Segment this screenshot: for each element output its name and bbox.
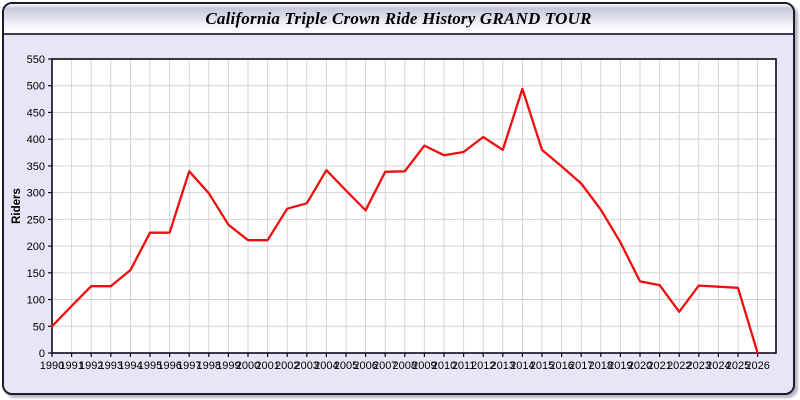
svg-text:250: 250 bbox=[27, 214, 45, 226]
svg-text:2020: 2020 bbox=[628, 360, 652, 372]
svg-text:550: 550 bbox=[27, 54, 45, 66]
svg-text:2007: 2007 bbox=[373, 360, 397, 372]
svg-text:1991: 1991 bbox=[59, 360, 83, 372]
svg-text:2025: 2025 bbox=[726, 360, 750, 372]
svg-text:1994: 1994 bbox=[118, 360, 142, 372]
svg-text:1990: 1990 bbox=[40, 360, 64, 372]
svg-text:2009: 2009 bbox=[412, 360, 436, 372]
svg-text:2011: 2011 bbox=[452, 360, 476, 372]
svg-text:2015: 2015 bbox=[530, 360, 554, 372]
svg-text:200: 200 bbox=[27, 241, 45, 253]
riders-series-line bbox=[50, 87, 759, 355]
svg-text:500: 500 bbox=[27, 81, 45, 93]
svg-text:2003: 2003 bbox=[295, 360, 319, 372]
svg-text:150: 150 bbox=[27, 268, 45, 280]
svg-text:2023: 2023 bbox=[687, 360, 711, 372]
svg-text:1992: 1992 bbox=[79, 360, 103, 372]
x-axis-labels: 1990199119921993199419951996199719981999… bbox=[40, 360, 770, 372]
svg-text:100: 100 bbox=[27, 295, 45, 307]
y-axis-title: Riders bbox=[11, 188, 23, 224]
svg-text:2012: 2012 bbox=[471, 360, 495, 372]
svg-text:2001: 2001 bbox=[255, 360, 279, 372]
plot-frame bbox=[51, 58, 777, 354]
svg-text:2005: 2005 bbox=[334, 360, 358, 372]
svg-text:400: 400 bbox=[27, 134, 45, 146]
svg-text:2017: 2017 bbox=[569, 360, 593, 372]
svg-text:1997: 1997 bbox=[177, 360, 201, 372]
chart-title: California Triple Crown Ride History GRA… bbox=[205, 8, 592, 28]
svg-text:1998: 1998 bbox=[197, 360, 221, 372]
title-bar: California Triple Crown Ride History GRA… bbox=[4, 4, 793, 35]
svg-text:1993: 1993 bbox=[99, 360, 123, 372]
svg-text:2016: 2016 bbox=[549, 360, 573, 372]
svg-text:0: 0 bbox=[39, 348, 45, 360]
svg-text:2000: 2000 bbox=[236, 360, 260, 372]
svg-text:2022: 2022 bbox=[667, 360, 691, 372]
svg-text:300: 300 bbox=[27, 188, 45, 200]
svg-text:2026: 2026 bbox=[745, 360, 769, 372]
plot-background bbox=[52, 59, 776, 353]
svg-text:450: 450 bbox=[27, 107, 45, 119]
svg-text:2013: 2013 bbox=[491, 360, 515, 372]
gridlines bbox=[52, 59, 776, 353]
svg-text:1996: 1996 bbox=[157, 360, 181, 372]
y-axis-labels: 0 50 100 150 200 250 300 350 400 450 500 550 bbox=[27, 54, 45, 360]
svg-text:2018: 2018 bbox=[589, 360, 613, 372]
svg-text:1995: 1995 bbox=[138, 360, 162, 372]
svg-text:50: 50 bbox=[33, 321, 45, 333]
svg-text:2002: 2002 bbox=[275, 360, 299, 372]
svg-text:1999: 1999 bbox=[216, 360, 240, 372]
svg-text:350: 350 bbox=[27, 161, 45, 173]
svg-text:2008: 2008 bbox=[393, 360, 417, 372]
svg-text:2021: 2021 bbox=[647, 360, 671, 372]
svg-text:2019: 2019 bbox=[608, 360, 632, 372]
svg-text:2014: 2014 bbox=[510, 360, 534, 372]
svg-text:2006: 2006 bbox=[353, 360, 377, 372]
axis-ticks bbox=[48, 58, 759, 357]
svg-text:2024: 2024 bbox=[706, 360, 730, 372]
svg-text:2004: 2004 bbox=[314, 360, 338, 372]
svg-text:2010: 2010 bbox=[432, 360, 456, 372]
